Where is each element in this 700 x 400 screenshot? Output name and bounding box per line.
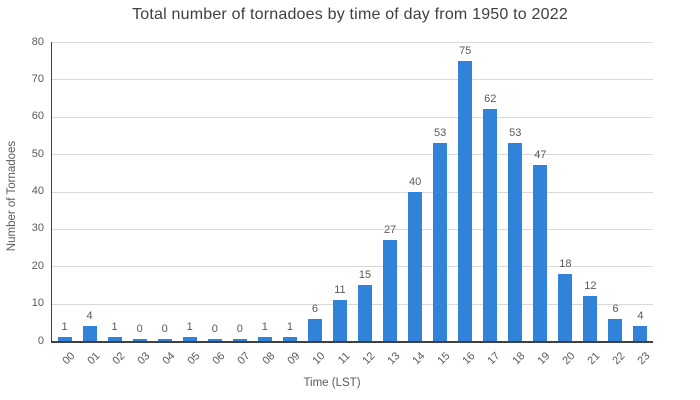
bar-value-label: 47 [534, 149, 547, 162]
bar-value-label: 12 [584, 280, 597, 293]
bar-13 [383, 240, 398, 341]
plot-area: 1 4 1 0 0 1 0 0 1 1 6 11 15 27 40 53 75 62 53 47 18 12 6 4 [51, 42, 653, 343]
bar-11 [332, 299, 347, 341]
x-tick-label: 07 [235, 350, 253, 368]
bar-03 [132, 339, 147, 341]
bar-22 [608, 318, 623, 341]
x-tick-label: 05 [185, 350, 203, 368]
bar-value-label: 1 [261, 321, 268, 334]
bar-value-label: 1 [186, 321, 193, 334]
bar-23 [633, 326, 648, 341]
bar-value-label: 18 [559, 257, 572, 270]
y-tick-label: 50 [31, 147, 44, 160]
x-tick-label: 02 [109, 350, 128, 368]
bar-06 [207, 339, 222, 341]
x-tick-label: 22 [610, 350, 628, 368]
bar-value-label: 53 [509, 126, 522, 139]
x-tick-label: 03 [134, 350, 153, 368]
bar-value-label: 62 [484, 93, 497, 106]
bar-value-label: 75 [459, 44, 472, 57]
bar-value-label: 0 [161, 323, 168, 335]
bar-17 [483, 109, 498, 341]
x-tick-label: 04 [160, 350, 178, 368]
bar-00 [57, 337, 72, 341]
bar-01 [82, 326, 97, 341]
bar-value-label: 4 [637, 310, 644, 323]
bar-value-label: 1 [61, 321, 68, 334]
gridline [52, 154, 653, 156]
y-tick-label: 20 [31, 259, 44, 272]
x-tick-label: 21 [585, 350, 603, 368]
bar-21 [583, 296, 598, 341]
x-tick-label: 01 [84, 350, 103, 368]
x-tick-label: 12 [360, 350, 378, 368]
y-tick-label: 60 [31, 110, 44, 123]
x-tick-label: 20 [560, 350, 578, 368]
y-tick-label: 40 [31, 185, 44, 197]
gridline [52, 266, 653, 268]
bar-18 [508, 142, 523, 341]
y-tick-label: 80 [31, 35, 44, 48]
gridline [52, 228, 653, 230]
bar-07 [232, 339, 247, 341]
bar-02 [107, 337, 122, 341]
bar-value-label: 40 [408, 175, 422, 188]
y-tick-label: 30 [31, 222, 44, 235]
x-axis-title: Time (LST) [303, 377, 361, 389]
gridline [52, 191, 653, 193]
gridline [52, 303, 653, 305]
bar-value-label: 11 [334, 283, 346, 296]
y-tick-label: 0 [37, 334, 44, 347]
bar-value-label: 27 [383, 224, 397, 237]
gridline [52, 116, 653, 118]
bar-value-label: 4 [86, 310, 93, 323]
bar-value-label: 6 [612, 302, 619, 315]
bar-value-label: 6 [311, 302, 318, 315]
y-tick-label: 70 [31, 72, 44, 85]
x-tick-label: 11 [335, 350, 353, 367]
gridline [52, 79, 653, 81]
x-tick-label: 14 [410, 350, 428, 368]
x-tick-label: 15 [435, 350, 453, 368]
bar-20 [558, 273, 573, 341]
x-tick-label: 18 [510, 350, 528, 368]
x-tick-label: 16 [460, 350, 478, 368]
x-tick-label: 17 [485, 350, 503, 368]
bar-value-label: 0 [136, 323, 143, 335]
bar-09 [282, 337, 297, 341]
bar-04 [157, 339, 172, 341]
bar-10 [307, 318, 322, 341]
bar-14 [408, 191, 423, 341]
bar-value-label: 1 [286, 321, 293, 334]
x-tick-label: 23 [635, 350, 653, 368]
chart-title: Total number of tornadoes by time of day… [132, 6, 568, 23]
x-tick-label: 06 [210, 350, 228, 368]
x-tick-label: 10 [310, 350, 328, 368]
x-tick-label: 08 [260, 350, 278, 368]
bar-05 [182, 337, 197, 341]
y-tick-label: 10 [31, 297, 44, 310]
gridline [52, 42, 653, 43]
bar-16 [458, 60, 473, 341]
bar-19 [533, 165, 548, 341]
bar-value-label: 15 [358, 268, 372, 281]
bar-value-label: 53 [434, 126, 447, 139]
bar-value-label: 0 [211, 323, 218, 335]
bar-value-label: 0 [236, 323, 243, 335]
bar-15 [433, 142, 448, 341]
bar-value-label: 1 [111, 321, 118, 334]
x-tick-label: 19 [535, 350, 553, 368]
x-tick-label: 13 [385, 350, 403, 368]
bar-08 [257, 337, 272, 341]
x-tick-label: 00 [59, 350, 78, 368]
bar-12 [358, 284, 373, 341]
x-tick-label: 09 [285, 350, 303, 368]
